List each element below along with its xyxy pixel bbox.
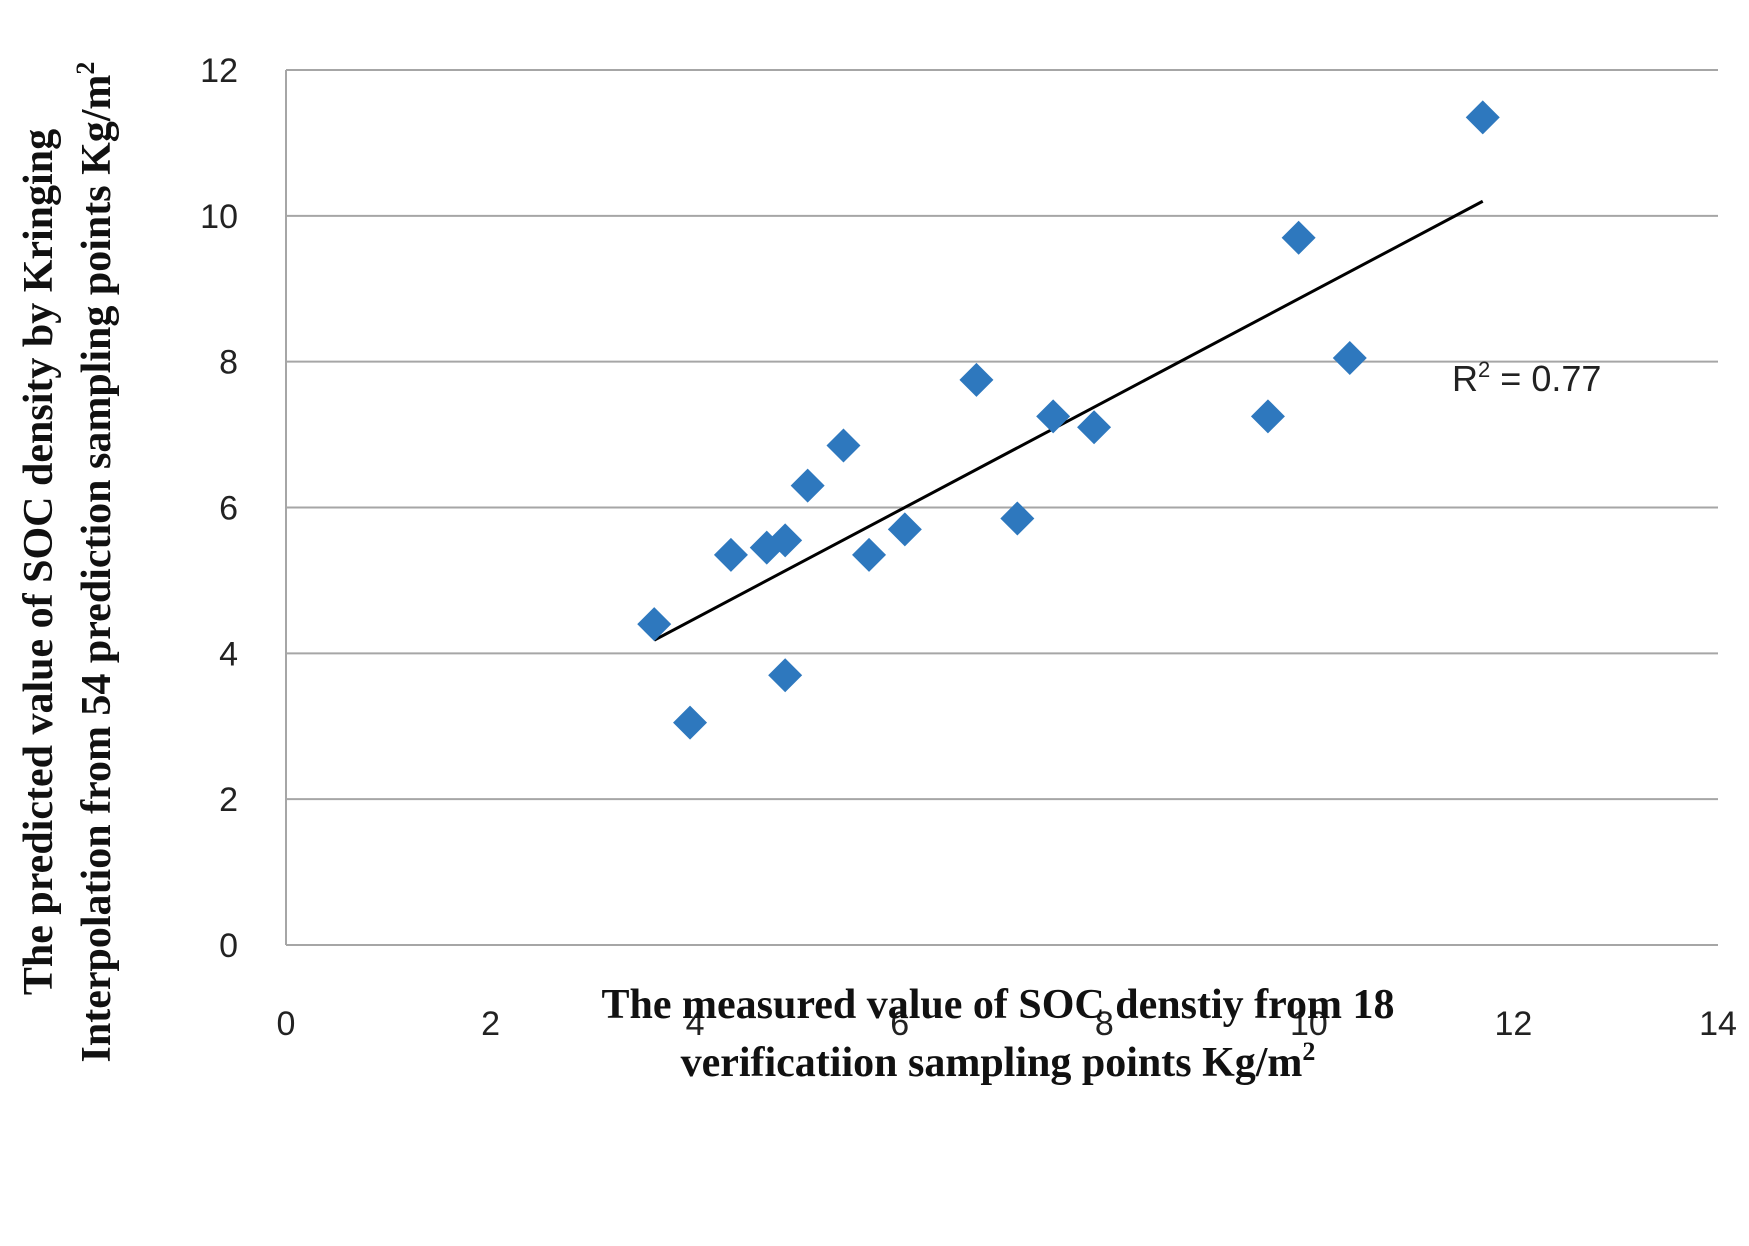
x-axis-title-line-2: verificatiion sampling points Kg/m2 <box>681 1037 1316 1086</box>
data-point-12 <box>1000 501 1035 536</box>
x-axis-title-superscript: 2 <box>1302 1037 1315 1066</box>
data-points <box>637 100 1500 740</box>
data-point-11 <box>959 362 994 397</box>
x-tick-label-0: 0 <box>277 1005 296 1043</box>
data-point-7 <box>790 468 825 503</box>
data-point-6 <box>768 658 803 693</box>
y-axis-title-line-2: Interpolation from 54 prediction samplin… <box>71 62 120 1063</box>
data-point-10 <box>887 512 922 547</box>
trendline <box>653 199 1484 642</box>
data-point-1 <box>637 607 672 642</box>
x-tick-label-10: 10 <box>1290 1005 1328 1043</box>
x-axis-title-line-2-text: verificatiion sampling points Kg/m <box>681 1040 1303 1086</box>
data-point-5 <box>768 523 803 558</box>
x-tick-label-8: 8 <box>1095 1005 1114 1043</box>
y-tick-label-4: 4 <box>219 635 238 673</box>
y-axis-title-line-2-text: Interpolation from 54 prediction samplin… <box>74 75 120 1063</box>
r-squared-label: R2 = 0.77 <box>1452 357 1601 399</box>
data-point-3 <box>713 537 748 572</box>
data-point-16 <box>1281 220 1316 255</box>
gridlines <box>286 69 1718 801</box>
x-axis-ticks: 0 2 4 6 8 10 12 14 <box>277 1005 1737 1043</box>
y-tick-label-10: 10 <box>200 198 238 236</box>
y-axis-title-superscript: 2 <box>71 62 100 75</box>
r-squared-value: = 0.77 <box>1490 358 1601 399</box>
y-tick-label-2: 2 <box>219 781 238 819</box>
y-axis-title: The predicted value of SOC density by Kr… <box>16 129 62 995</box>
data-point-14 <box>1077 410 1112 445</box>
y-tick-label-0: 0 <box>219 927 238 965</box>
data-point-15 <box>1250 399 1285 434</box>
x-axis-title-line-1: The measured value of SOC denstiy from 1… <box>602 982 1395 1028</box>
data-point-13 <box>1036 399 1071 434</box>
data-point-9 <box>852 537 887 572</box>
r-squared-base: R <box>1452 358 1478 399</box>
y-tick-label-6: 6 <box>219 490 238 528</box>
x-tick-label-6: 6 <box>890 1005 909 1043</box>
x-tick-label-12: 12 <box>1495 1005 1533 1043</box>
x-tick-label-14: 14 <box>1699 1005 1737 1043</box>
data-point-8 <box>826 428 861 463</box>
x-tick-label-4: 4 <box>686 1005 705 1043</box>
y-tick-label-8: 8 <box>219 344 238 382</box>
y-axis-ticks: 0 2 4 6 8 10 12 <box>200 52 238 965</box>
trendline-group <box>653 199 1484 642</box>
x-tick-label-2: 2 <box>481 1005 500 1043</box>
data-point-17 <box>1332 341 1367 376</box>
y-axis-title-2: Interpolation from 54 prediction samplin… <box>71 62 120 1063</box>
y-tick-label-12: 12 <box>200 52 238 90</box>
data-point-2 <box>673 705 708 740</box>
y-axis-title-line-1: The predicted value of SOC density by Kr… <box>16 129 62 995</box>
r-squared-superscript: 2 <box>1478 357 1490 382</box>
data-point-18 <box>1465 100 1500 135</box>
